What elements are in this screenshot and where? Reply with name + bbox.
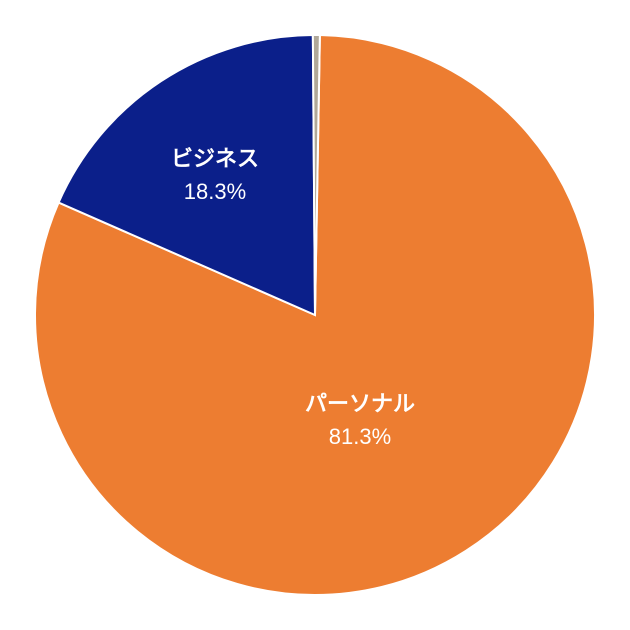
pie-svg (0, 0, 630, 630)
pie-chart: パーソナル81.3%ビジネス18.3% (0, 0, 630, 630)
